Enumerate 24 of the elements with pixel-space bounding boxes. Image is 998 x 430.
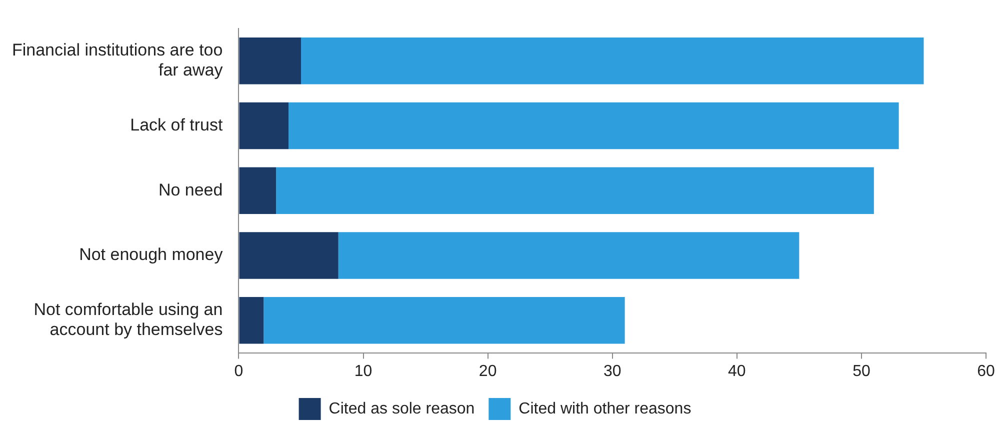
bar	[288, 102, 899, 150]
x-tick-label: 20	[478, 362, 497, 380]
x-tick-label: 50	[852, 362, 870, 380]
y-tick-label: Not comfortable using an account by themselves	[34, 300, 223, 340]
bar	[264, 297, 625, 344]
x-tick-label: 30	[603, 362, 622, 380]
x-tick-label: 0	[234, 362, 244, 380]
bar	[300, 37, 924, 84]
y-tick-label: Financial institutions are too far away	[12, 40, 224, 80]
bar	[239, 167, 276, 214]
y-tick-label: Not enough money	[79, 245, 224, 264]
bar	[338, 232, 800, 279]
y-tick-label: No need	[158, 180, 223, 200]
bar	[239, 297, 264, 344]
bar	[239, 102, 289, 150]
y-tick-label: Lack of trust	[130, 115, 223, 134]
bar	[239, 37, 301, 84]
x-tick-label: 60	[977, 362, 995, 380]
bar	[276, 167, 874, 214]
legend-label: Cited as sole reason	[328, 400, 475, 418]
bar	[239, 232, 338, 279]
legend-label: Cited with other reasons	[518, 400, 692, 418]
x-tick-label: 10	[354, 362, 372, 380]
x-tick-label: 40	[728, 362, 746, 380]
